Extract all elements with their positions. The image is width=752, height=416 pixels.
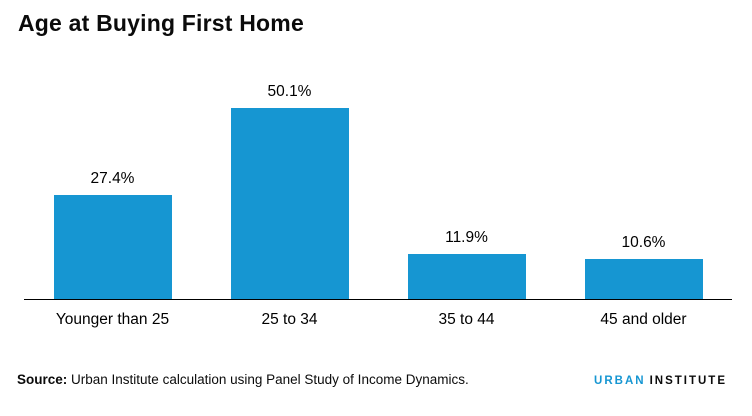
- bar-45-and-older: [584, 259, 703, 299]
- x-axis-label-25-to-34: 25 to 34: [261, 311, 318, 328]
- x-axis-label-younger-than-25: Younger than 25: [55, 311, 170, 328]
- logo-institute: INSTITUTE: [649, 375, 727, 387]
- bar-value-label: 50.1%: [267, 83, 312, 100]
- bar-slot-younger-than-25: 27.4%: [24, 60, 201, 299]
- source-text: Urban Institute calculation using Panel …: [67, 372, 469, 387]
- x-axis-label-45-and-older: 45 and older: [600, 311, 687, 328]
- bar-value-label: 10.6%: [621, 234, 666, 251]
- logo-urban: URBAN: [594, 375, 646, 387]
- bar-chart-plot-area: 27.4% 50.1% 11.9% 10.6%: [24, 60, 732, 300]
- bar-value-label: 27.4%: [90, 170, 135, 187]
- bar-25-to-34: [230, 108, 349, 299]
- bar-slot-45-and-older: 10.6%: [555, 60, 732, 299]
- source-label: Source:: [17, 372, 68, 387]
- page-title: Age at Buying First Home: [18, 10, 304, 36]
- bar-slot-35-to-44: 11.9%: [378, 60, 555, 299]
- urban-institute-logo: URBAN INSTITUTE: [594, 375, 727, 387]
- bar-slot-25-to-34: 50.1%: [201, 60, 378, 299]
- x-axis-labels: Younger than 25 25 to 34 35 to 44 45 and ol…: [24, 311, 732, 329]
- bar-younger-than-25: [53, 195, 172, 299]
- bar-35-to-44: [407, 254, 526, 299]
- x-axis-label-35-to-44: 35 to 44: [438, 311, 495, 328]
- bar-value-label: 11.9%: [445, 229, 488, 246]
- source-note: Source: Urban Institute calculation usin…: [17, 372, 469, 387]
